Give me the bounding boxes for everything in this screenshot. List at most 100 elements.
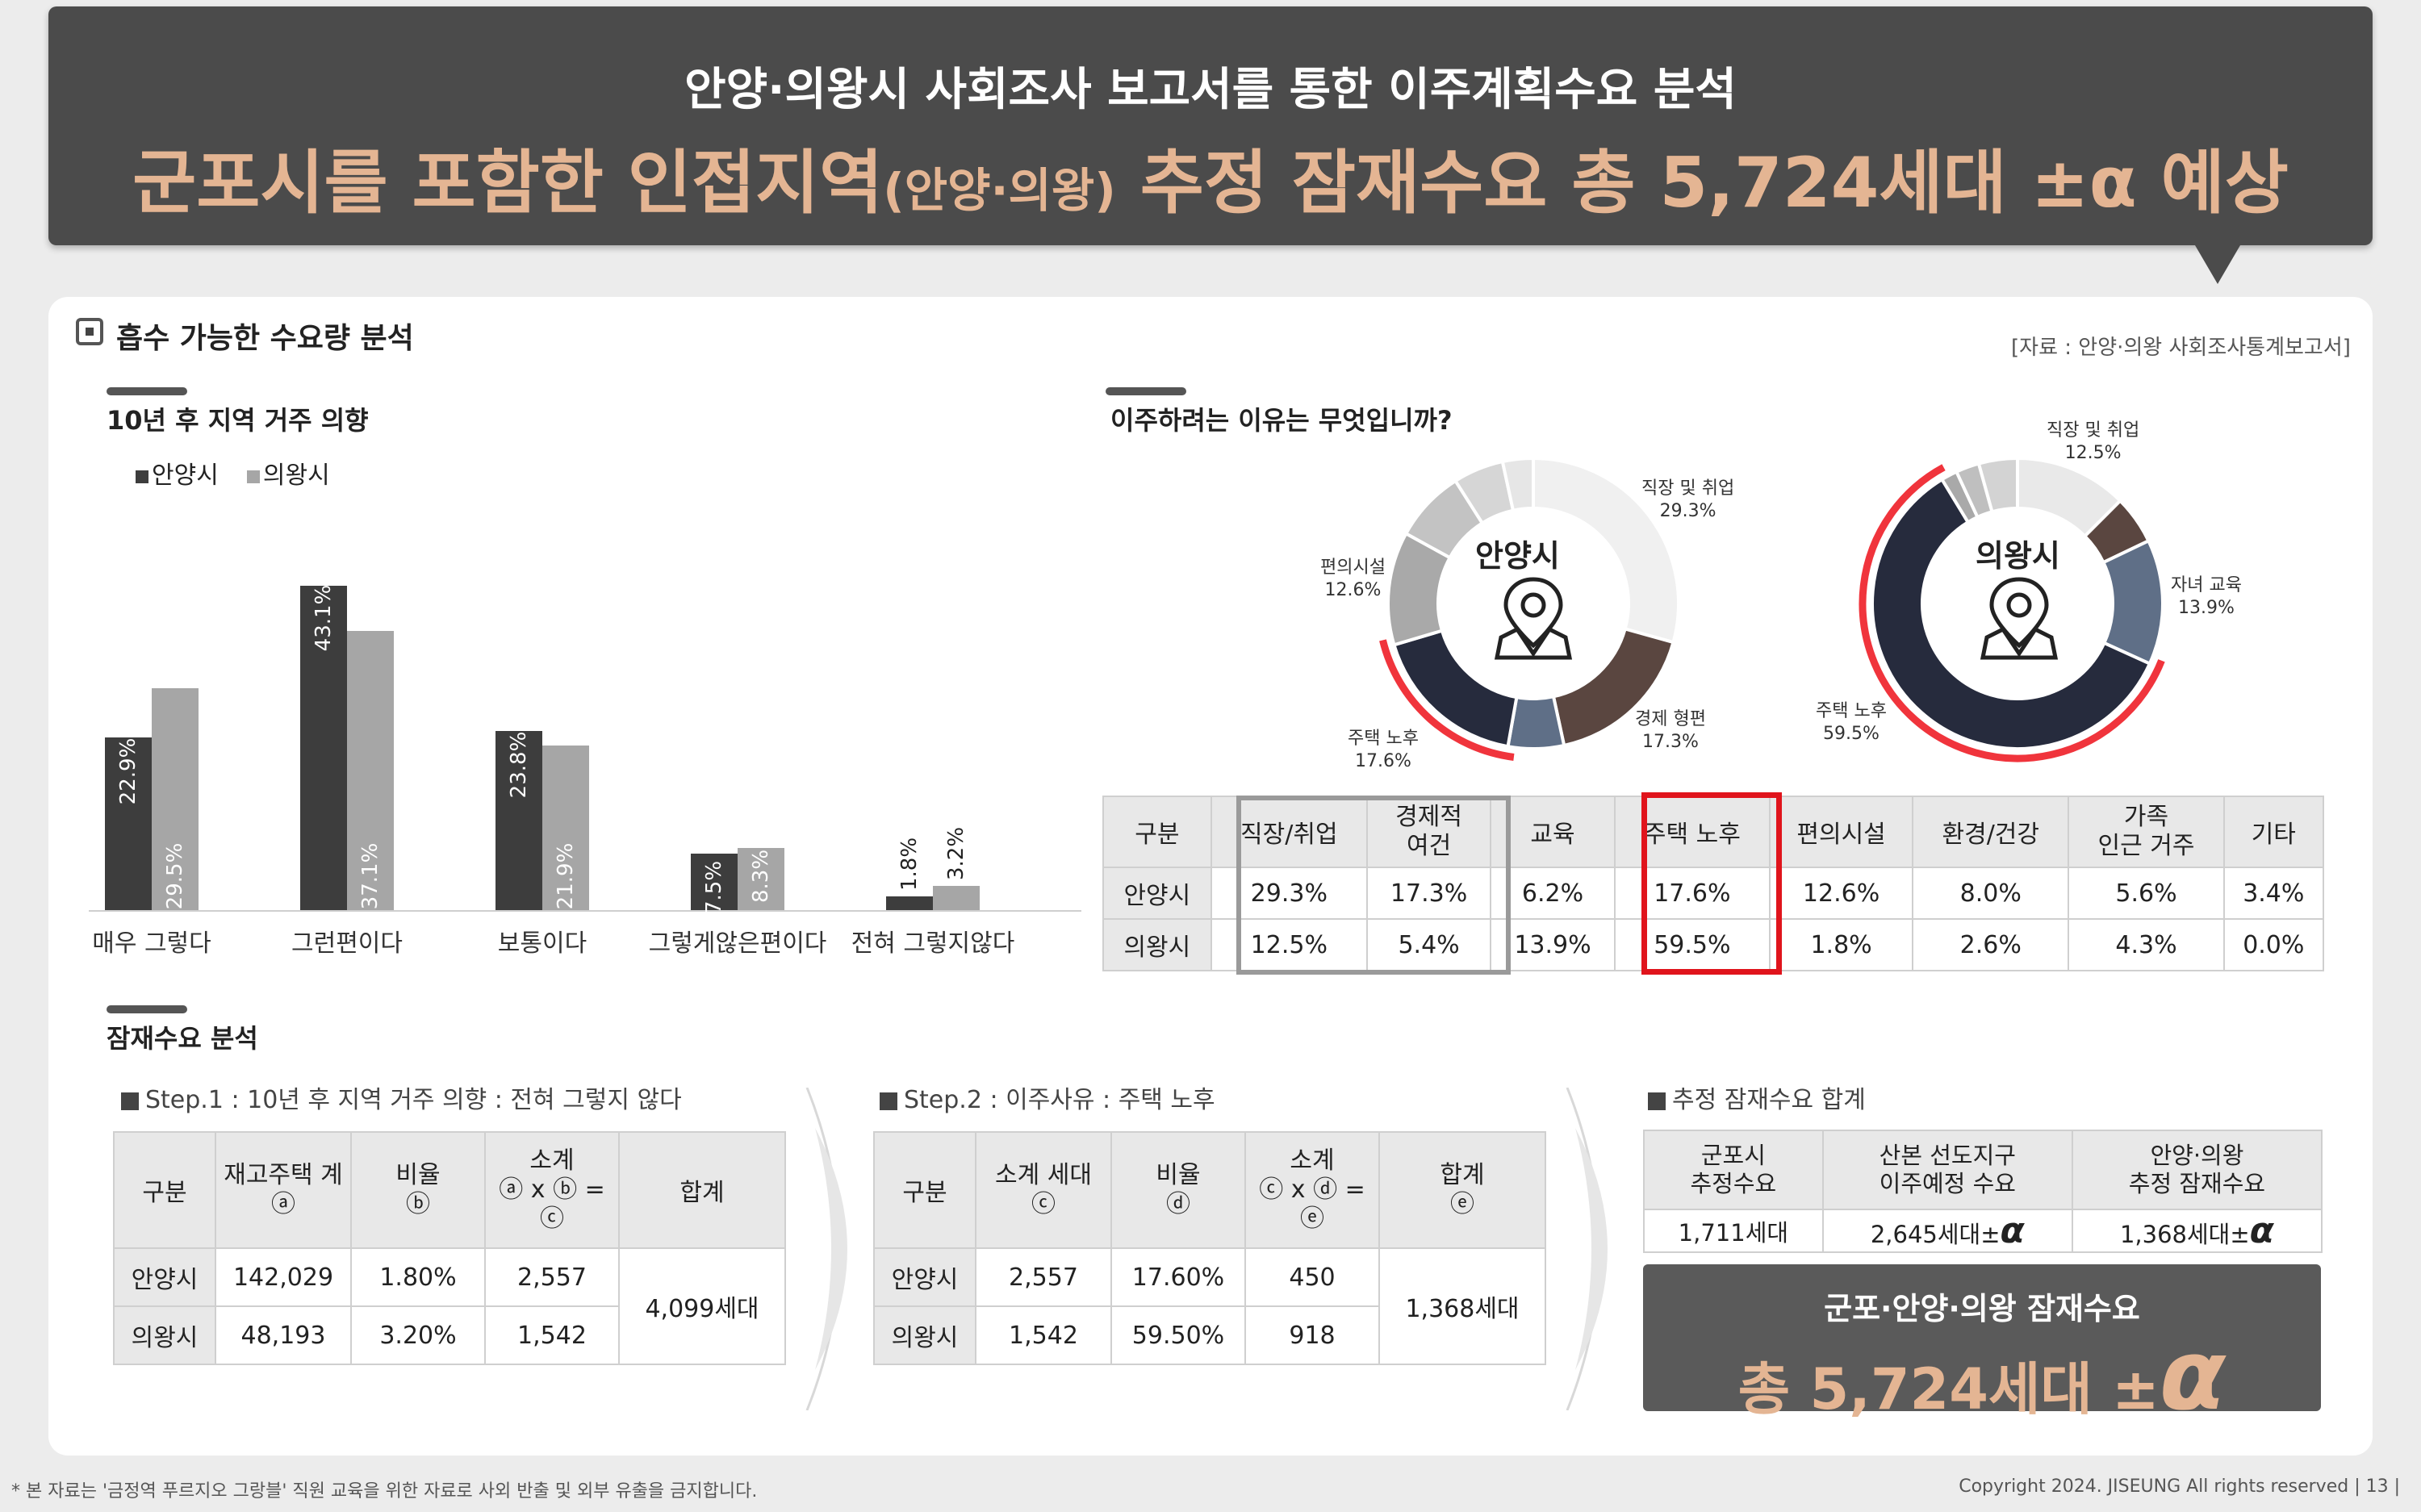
footer-copyright: Copyright 2024. JISEUNG All rights reser… [1959, 1476, 2400, 1497]
data-label: 8.3% [749, 849, 773, 904]
table-cell: 1,368세대±α [2071, 1209, 2323, 1253]
row-label: 의왕시 [873, 1305, 976, 1365]
headline-part-c: 추정 잠재수요 총 5,724세대 ±α 예상 [1115, 143, 2289, 223]
title-mark [1106, 387, 1186, 395]
table-cell: 4.3% [2068, 918, 2225, 971]
col-header: 주택 노후 [1613, 796, 1771, 868]
table-cell: 59.5% [1613, 918, 1771, 971]
highlight-box-red [1641, 792, 1782, 975]
data-label: 21.9% [554, 842, 578, 910]
x-axis [89, 910, 1081, 912]
headline-part-b: (안양·의왕) [883, 163, 1116, 218]
content-panel: 흡수 가능한 수요량 분석 [자료 : 안양·의왕 사회조사통계보고서] 10년… [48, 297, 2373, 1456]
col-header: 편의시설 [1768, 796, 1914, 868]
bar [933, 886, 980, 910]
col-header: 소계 ⓐ x ⓑ = ⓒ [484, 1131, 620, 1249]
col-header: 합계 [618, 1131, 786, 1249]
table-cell: 13.9% [1490, 918, 1616, 971]
data-label: 3.2% [944, 827, 968, 881]
pie-slice [1532, 456, 1680, 645]
table-cell: 142,029 [215, 1247, 352, 1307]
data-label: 23.8% [507, 731, 531, 799]
table-cell: 17.6% [1613, 867, 1771, 920]
pie-slice [1500, 456, 1535, 513]
col-header: 군포시 추정수요 [1643, 1130, 1824, 1210]
chevron-right-icon [1566, 1088, 1608, 1410]
table-cell: 48,193 [215, 1305, 352, 1365]
location-pin-icon [1980, 577, 2059, 660]
col-header: 소계 ⓒ x ⓓ = ⓔ [1244, 1131, 1380, 1249]
table-cell: 2,557 [484, 1247, 620, 1307]
title-mark [107, 1005, 187, 1013]
title-mark [107, 387, 187, 395]
bar [152, 687, 199, 910]
bar-chart-title: 10년 후 지역 거주 의향 [107, 405, 369, 436]
total-cell: 1,368세대 [1378, 1247, 1546, 1365]
highlight-arc [1859, 464, 2165, 762]
table-cell: 1,542 [975, 1305, 1112, 1365]
data-label: 37.1% [358, 842, 383, 910]
pie-label: 직장 및 취업 12.5% [2047, 420, 2140, 463]
col-header: 소계 세대 ⓒ [975, 1131, 1112, 1249]
reason-table: 구분 직장/취업 경제적 여건 교육 주택 노후 편의시설 환경/건강 가족 인… [1102, 796, 2325, 971]
category-label: 보통이다 [497, 929, 587, 958]
highlight-box-gray [1236, 796, 1511, 975]
table-cell: 5.6% [2068, 867, 2225, 920]
table-cell: 1.8% [1768, 918, 1914, 971]
pie-uiwang [1859, 456, 2165, 762]
pie-label: 주택 노후 17.6% [1348, 729, 1419, 771]
table-cell: 17.60% [1110, 1247, 1246, 1307]
pie-label: 주택 노후 59.5% [1816, 701, 1887, 744]
col-header: 교육 [1490, 796, 1616, 868]
table-cell: 918 [1244, 1305, 1380, 1365]
footer-disclaimer: * 본 자료는 '금정역 푸르지오 그랑블' 직원 교육을 위한 자료로 사외 … [11, 1481, 758, 1502]
legend-uiwang: 의왕시 [246, 462, 330, 490]
table-cell: 1,542 [484, 1305, 620, 1365]
data-label: 22.9% [116, 737, 140, 805]
bar [542, 745, 589, 910]
step2-table: 구분 소계 세대 ⓒ 비율 ⓓ 소계 ⓒ x ⓓ = ⓔ 합계 ⓔ 안양시 2,5… [873, 1131, 1546, 1365]
data-label: 1.8% [897, 837, 922, 892]
step1-label: Step.1 : 10년 후 지역 거주 의향 : 전혀 그렇지 않다 [121, 1080, 682, 1115]
col-header: 환경/건강 [1912, 796, 2070, 868]
source-note: [자료 : 안양·의왕 사회조사통계보고서] [2011, 336, 2351, 360]
total-box-value: 총 5,724세대 ±α [1737, 1320, 2227, 1432]
col-header: 구분 [113, 1131, 216, 1249]
table-cell: 1.80% [350, 1247, 486, 1307]
data-label: 43.1% [312, 584, 336, 652]
row-label: 의왕시 [1102, 918, 1212, 971]
location-pin-icon [1494, 577, 1573, 660]
table-cell: 0.0% [2222, 918, 2325, 971]
header-headline: 군포시를 포함한 인접지역(안양·의왕) 추정 잠재수요 총 5,724세대 ±… [48, 126, 2373, 227]
pie-slice [1871, 477, 2152, 750]
table-cell: 17.3% [1365, 867, 1492, 920]
pie-label: 편의시설 12.6% [1320, 558, 1386, 600]
col-header: 비율 ⓓ [1110, 1131, 1246, 1249]
category-label: 전혀 그렇지않다 [851, 929, 1015, 958]
step1-table: 구분 재고주택 계 ⓐ 비율 ⓑ 소계 ⓐ x ⓑ = ⓒ 합계 안양시 142,… [113, 1131, 786, 1365]
total-demand-box: 군포·안양·의왕 잠재수요 총 5,724세대 ±α [1643, 1264, 2321, 1425]
pie-anyang-name: 안양시 [1475, 538, 1560, 574]
data-label: 29.5% [163, 842, 187, 910]
table-cell: 59.50% [1110, 1305, 1246, 1365]
total-cell: 4,099세대 [618, 1247, 786, 1365]
bar [738, 847, 784, 910]
section-icon [76, 318, 103, 345]
bar [691, 854, 738, 910]
category-label: 그렇게않은편이다 [648, 929, 827, 958]
row-label: 안양시 [873, 1247, 976, 1307]
latent-title: 잠재수요 분석 [107, 1023, 258, 1054]
header-title: 안양·의왕시 사회조사 보고서를 통한 이주계획수요 분석 [684, 64, 1737, 116]
table-cell: 450 [1244, 1247, 1380, 1307]
bar [886, 896, 933, 910]
table-cell: 3.20% [350, 1305, 486, 1365]
col-header: 구분 [873, 1131, 976, 1249]
col-header: 구분 [1102, 796, 1212, 868]
bar [495, 730, 542, 910]
table-cell: 8.0% [1912, 867, 2070, 920]
pie-label: 자녀 교육 13.9% [2171, 575, 2242, 618]
table-cell: 6.2% [1490, 867, 1616, 920]
row-label: 안양시 [113, 1247, 216, 1307]
highlight-arc [1379, 639, 1515, 761]
table-cell: 12.6% [1768, 867, 1914, 920]
